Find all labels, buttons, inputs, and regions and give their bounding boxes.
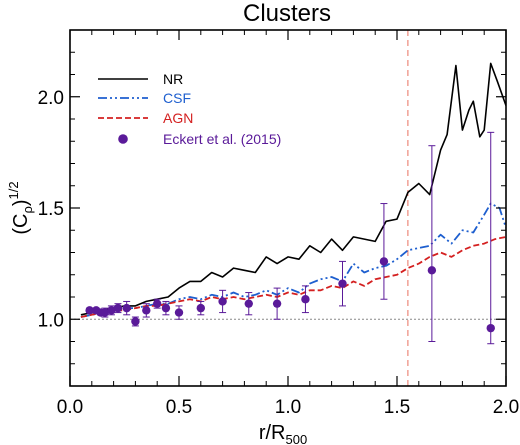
data-point-eckert: [244, 299, 253, 308]
y-axis-title: (Cρ)1/2: [6, 181, 35, 234]
data-point-eckert: [427, 266, 437, 275]
legend-label-nr: NR: [163, 71, 183, 87]
data-point-eckert: [486, 323, 495, 333]
chart-title: Clusters: [243, 0, 331, 27]
y-tick-label: 1.0: [38, 310, 64, 331]
x-tick-label: 0.5: [166, 397, 192, 418]
data-point-eckert: [379, 257, 389, 266]
data-point-eckert: [100, 308, 110, 317]
series-line-agn: [80, 236, 506, 318]
x-tick-label: 2.0: [493, 397, 519, 418]
data-point-eckert: [161, 303, 171, 313]
y-tick-label: 1.5: [38, 199, 64, 220]
data-point-eckert: [153, 299, 162, 308]
data-point-eckert: [113, 303, 123, 313]
data-point-eckert: [122, 303, 131, 313]
data-point-eckert: [272, 299, 282, 308]
data-point-eckert: [107, 306, 116, 315]
data-point-eckert: [301, 295, 310, 304]
legend-label-csf: CSF: [163, 90, 191, 106]
x-tick-label: 1.5: [384, 397, 410, 418]
data-point-eckert: [142, 306, 151, 315]
legend-label-eckert: Eckert et al. (2015): [163, 131, 281, 147]
x-axis-title: r/R500: [259, 422, 307, 445]
data-point-eckert: [85, 306, 94, 315]
data-point-eckert: [218, 297, 227, 306]
x-tick-label: 1.0: [275, 397, 301, 418]
data-point-eckert: [174, 308, 184, 317]
series-line-nr: [80, 62, 506, 316]
plot-frame: [69, 29, 507, 387]
y-tick-label: 2.0: [38, 88, 64, 109]
legend-marker-eckert: [118, 134, 128, 144]
data-point-eckert: [338, 279, 347, 288]
x-tick-label: 0.0: [57, 397, 83, 418]
data-point-eckert: [196, 303, 205, 313]
data-point-eckert: [131, 317, 140, 326]
legend: NR CSF AGN Eckert et al. (2015): [98, 71, 281, 147]
legend-label-agn: AGN: [163, 110, 193, 126]
series-line-csf: [80, 202, 506, 318]
